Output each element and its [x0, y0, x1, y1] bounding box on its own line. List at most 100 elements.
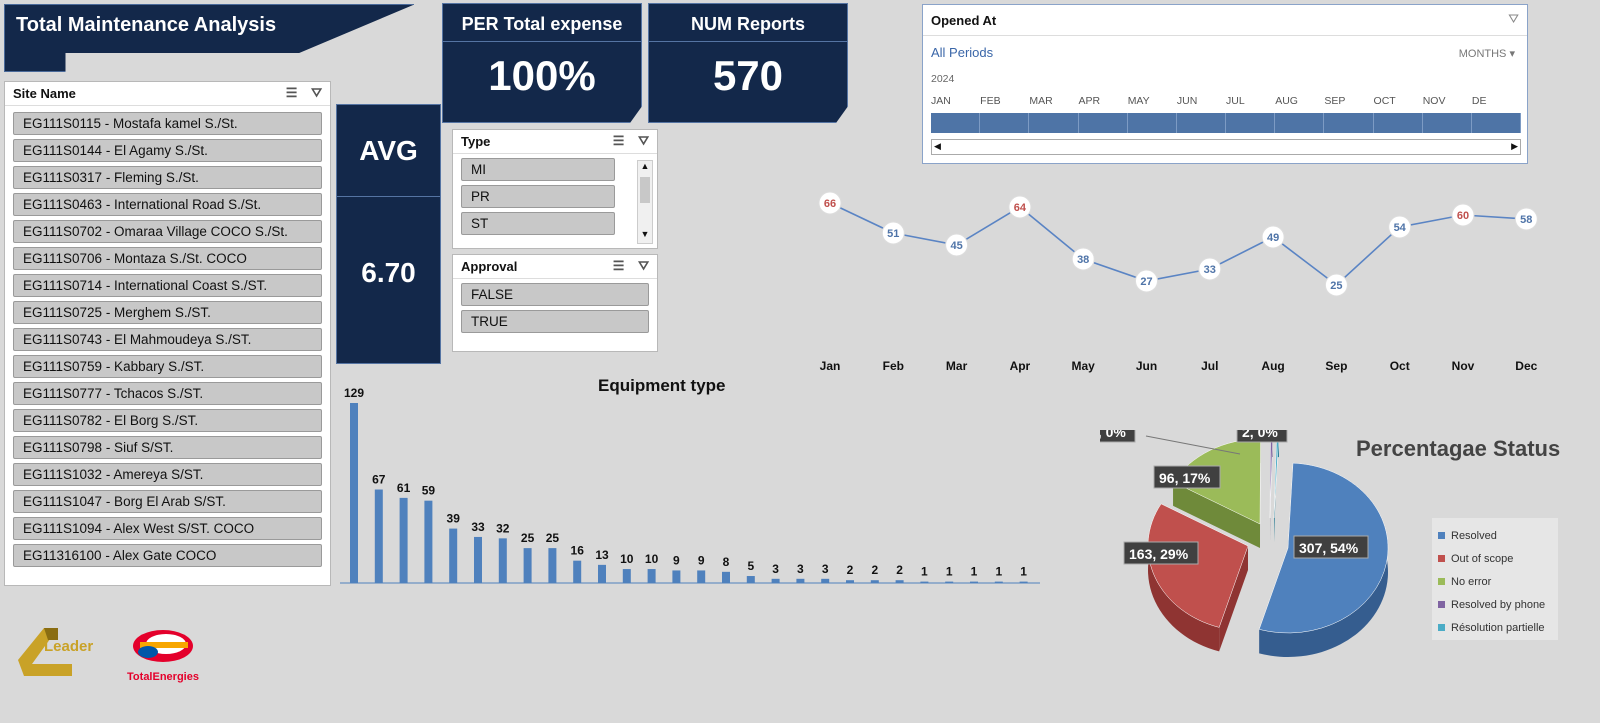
equipment-bar-value: 2	[896, 563, 903, 577]
equipment-bar-value: 8	[723, 555, 730, 569]
line-category-label: Jan	[820, 359, 841, 373]
equipment-bar-value: 2	[847, 563, 854, 577]
timeline-month-label[interactable]: SEP	[1324, 95, 1346, 107]
timeline-month-label[interactable]: JUL	[1226, 95, 1245, 107]
pie-slice-side	[1219, 546, 1248, 652]
timeline-scrollbar[interactable]: ◀ ▶	[931, 139, 1521, 155]
approval-slicer-item[interactable]: TRUE	[461, 310, 649, 333]
site-slicer-item[interactable]: EG111S0798 - Siuf S/ST.	[13, 436, 322, 459]
timeline-unit-dropdown[interactable]: MONTHS ▾	[1459, 47, 1515, 60]
timeline-months: JAN FEB MAR APR MAY JUN JUL AUG SEP OCT NOV DE	[931, 95, 1521, 107]
line-data-label: 33	[1204, 264, 1216, 276]
timeline-period[interactable]: All Periods	[931, 45, 994, 60]
avg-card: AVG 6.70	[336, 104, 441, 364]
pie-label-box	[1236, 430, 1288, 443]
site-slicer-item[interactable]: EG111S1032 - Amereya S/ST.	[13, 463, 322, 486]
multi-select-icon[interactable]: ☰	[285, 85, 298, 100]
line-category-label: Oct	[1390, 359, 1410, 373]
timeline-month-label[interactable]: DE	[1471, 95, 1487, 107]
slicer-title: Site Name	[13, 86, 76, 101]
equipment-bar-value: 16	[571, 544, 585, 558]
equipment-bar-value: 9	[698, 553, 705, 567]
clear-filter-icon[interactable]: ⛛	[638, 133, 649, 148]
pie-slice-edge	[1259, 463, 1388, 657]
site-slicer-item[interactable]: EG111S0115 - Mostafa kamel S./St.	[13, 112, 322, 135]
type-slicer-item[interactable]: ST	[461, 212, 615, 235]
site-slicer-item[interactable]: EG111S1094 - Alex West S/ST. COCO	[13, 517, 322, 540]
equipment-bar-value: 1	[946, 565, 953, 579]
line-category-label: May	[1072, 359, 1096, 373]
totalenergies-logo: TotalEnergies	[118, 626, 208, 686]
slicer-header: Type ☰ ⛛	[453, 130, 657, 154]
timeline-month-label[interactable]: MAY	[1127, 95, 1150, 107]
scroll-thumb[interactable]	[640, 177, 650, 203]
site-slicer-item[interactable]: EG111S0317 - Fleming S./St.	[13, 166, 322, 189]
multi-select-icon[interactable]: ☰	[612, 258, 625, 273]
type-slicer-item[interactable]: MI	[461, 158, 615, 181]
site-slicer-item[interactable]: EG111S0743 - El Mahmoudeya S./ST.	[13, 328, 322, 351]
num-reports-value: 570	[712, 52, 784, 99]
legend-entry: Out of scope	[1438, 547, 1552, 570]
site-slicer-item[interactable]: EG111S0777 - Tchacos S./ST.	[13, 382, 322, 405]
legend-swatch	[1438, 555, 1445, 562]
status-pie-chart: 307, 54% 163, 29% 96, 17% 2, 0% 2, 0%	[1100, 430, 1389, 657]
slicer-scrollbar[interactable]: ▲ ▼	[637, 160, 653, 244]
multi-select-icon[interactable]: ☰	[612, 133, 625, 148]
legend-swatch	[1438, 532, 1445, 539]
site-slicer-item[interactable]: EG111S0702 - Omaraa Village COCO S./St.	[13, 220, 322, 243]
site-slicer-item[interactable]: EG11316100 - Alex Gate COCO	[13, 544, 322, 567]
line-category-label: Nov	[1452, 359, 1475, 373]
site-slicer-item[interactable]: EG111S0725 - Merghem S./ST.	[13, 301, 322, 324]
timeline-month-label[interactable]: JAN	[931, 95, 951, 107]
clear-filter-icon[interactable]: ⛛	[311, 85, 322, 100]
equipment-bar	[672, 570, 681, 583]
equipment-bar	[350, 403, 358, 583]
timeline-month-label[interactable]: MAR	[1029, 95, 1053, 107]
timeline-month-label[interactable]: APR	[1078, 95, 1101, 107]
divider	[923, 35, 1527, 36]
clear-filter-icon[interactable]: ⛛	[638, 258, 649, 273]
line-category-label: Sep	[1325, 359, 1347, 373]
chevron-left-icon[interactable]: ◀	[934, 141, 941, 151]
timeline-month-label[interactable]: AUG	[1275, 95, 1298, 107]
type-slicer-item[interactable]: PR	[461, 185, 615, 208]
timeline-month-label[interactable]: OCT	[1373, 95, 1396, 107]
site-slicer-item[interactable]: EG111S0782 - El Borg S./ST.	[13, 409, 322, 432]
site-slicer-item[interactable]: EG111S0463 - International Road S./St.	[13, 193, 322, 216]
site-slicer-item[interactable]: EG111S0759 - Kabbary S./ST.	[13, 355, 322, 378]
equipment-bar-value: 10	[645, 552, 659, 566]
timeline-month-label[interactable]: JUN	[1176, 95, 1198, 107]
line-data-label: 25	[1330, 280, 1342, 292]
pie-legend: Resolved Out of scope No error Resolved by …	[1432, 518, 1558, 640]
line-point	[1071, 247, 1095, 271]
approval-slicer-item[interactable]: FALSE	[461, 283, 649, 306]
clear-filter-icon[interactable]: ⛛	[1508, 11, 1519, 26]
equipment-bar	[647, 569, 656, 583]
site-slicer-item[interactable]: EG111S0706 - Montaza S./St. COCO	[13, 247, 322, 270]
equipment-bar-value: 3	[797, 562, 804, 576]
slicer-header: Approval ☰ ⛛	[453, 255, 657, 279]
timeline-month-label[interactable]: NOV	[1422, 95, 1446, 107]
site-slicer-item[interactable]: EG111S1047 - Borg El Arab S/ST.	[13, 490, 322, 513]
line-point	[1261, 225, 1285, 249]
line-point	[1514, 207, 1538, 231]
per-total-expense-label: PER Total expense	[443, 4, 641, 42]
num-reports-label: NUM Reports	[649, 4, 847, 42]
chevron-down-icon[interactable]: ▼	[640, 229, 650, 239]
site-slicer-item[interactable]: EG111S0144 - El Agamy S./St.	[13, 139, 322, 162]
legend-label: No error	[1451, 575, 1492, 588]
chevron-right-icon[interactable]: ▶	[1511, 141, 1518, 151]
pie-data-label: 2, 0%	[1100, 430, 1126, 440]
site-name-slicer: Site Name ☰ ⛛ EG111S0115 - Mostafa kamel…	[4, 81, 331, 586]
equipment-bar-value: 32	[496, 521, 510, 535]
timeline-bar[interactable]	[931, 113, 1522, 133]
pie-slice	[1273, 432, 1280, 519]
equipment-bar-value: 1	[921, 565, 928, 579]
chevron-up-icon[interactable]: ▲	[640, 161, 650, 171]
line-data-label: 58	[1520, 214, 1532, 226]
site-slicer-item[interactable]: EG111S0714 - International Coast S./ST.	[13, 274, 322, 297]
timeline-month-label[interactable]: FEB	[980, 95, 1001, 107]
equipment-bar-value: 61	[397, 481, 411, 495]
timeline-year: 2024	[931, 73, 955, 85]
